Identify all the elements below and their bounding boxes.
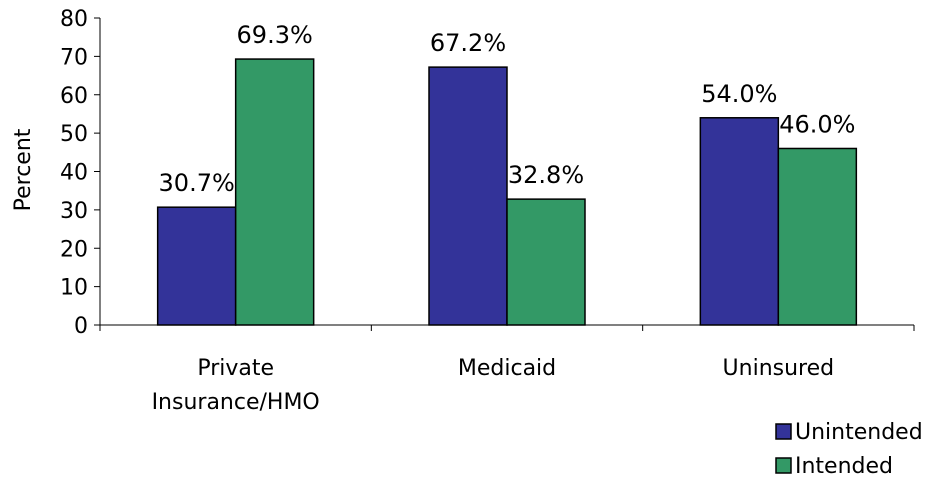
data-label: 46.0%: [779, 110, 855, 138]
data-label: 32.8%: [508, 161, 584, 189]
bar-intended-1: [506, 198, 586, 326]
data-label: 30.7%: [159, 169, 235, 197]
category-label: Medicaid: [458, 356, 556, 381]
y-tick-label: 20: [60, 237, 88, 262]
legend-label: Intended: [795, 454, 893, 479]
legend: Unintended Intended: [775, 420, 923, 479]
category-label-line: Private: [197, 356, 274, 381]
legend-label: Unintended: [795, 420, 923, 445]
bars: [156, 58, 858, 326]
data-label: 67.2%: [430, 29, 506, 57]
bar-unintended-1: [428, 66, 508, 326]
bar-unintended-2: [699, 117, 780, 326]
category-label: Uninsured: [723, 356, 835, 381]
category-label-line: Medicaid: [458, 356, 556, 381]
y-axis: 0 10 20 30 40 50 60 70 80: [60, 7, 101, 339]
bar-intended-0: [234, 58, 315, 326]
category-label-line: Uninsured: [723, 356, 835, 381]
bar-intended-2: [777, 147, 858, 326]
y-tick-label: 0: [74, 314, 88, 339]
legend-swatch-intended: [775, 457, 792, 474]
category-label-line: Insurance/HMO: [152, 390, 320, 415]
bar-unintended-0: [156, 206, 237, 326]
y-tick-label: 80: [60, 7, 88, 32]
legend-swatch-unintended: [775, 423, 792, 440]
data-label: 54.0%: [701, 80, 777, 108]
category-label: Private Insurance/HMO: [152, 356, 320, 415]
y-tick-label: 70: [60, 45, 88, 70]
y-tick-label: 40: [60, 161, 88, 186]
x-axis: Private Insurance/HMO Medicaid Uninsured: [99, 324, 915, 415]
y-tick-label: 30: [60, 199, 88, 224]
data-labels: 30.7% 69.3% 67.2% 32.8% 54.0%46.0%: [159, 21, 856, 197]
y-tick-label: 10: [60, 276, 88, 301]
y-tick-label: 60: [60, 84, 88, 109]
y-tick-label: 50: [60, 122, 88, 147]
data-label: 69.3%: [237, 21, 313, 49]
y-axis-title: Percent: [11, 128, 36, 211]
